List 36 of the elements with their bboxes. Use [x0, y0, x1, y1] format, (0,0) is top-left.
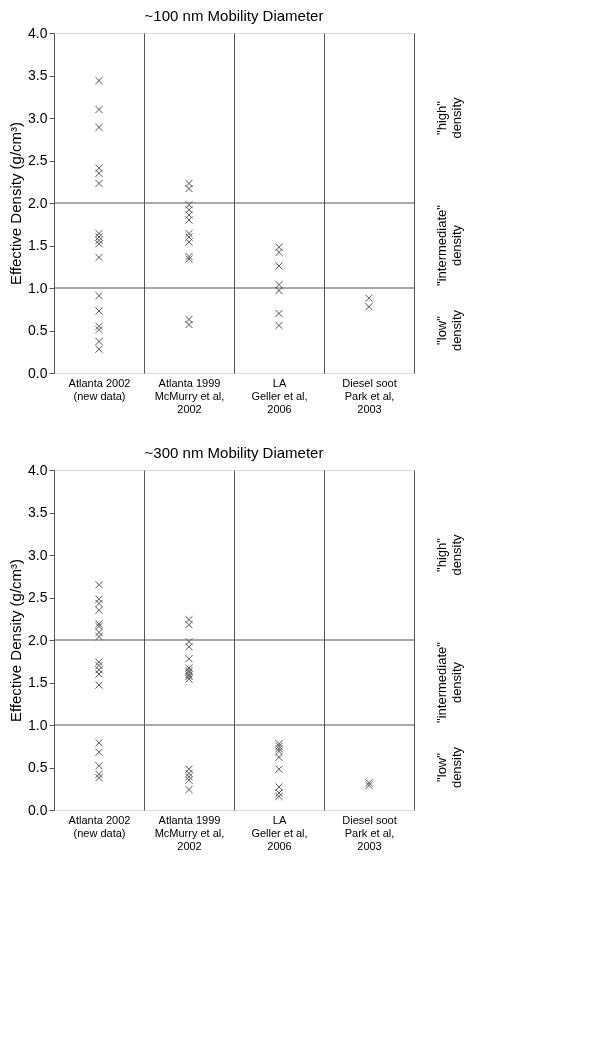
y-tick-label: 2.5 [28, 152, 48, 168]
text: "low" density [434, 746, 464, 789]
x-tick-label: LA Geller et al, 2006 [251, 813, 308, 852]
text: "intermediate" density [434, 641, 464, 723]
text: "low" density [434, 309, 464, 352]
y-tick-label: 3.5 [28, 67, 48, 83]
x-tick-label: Atlanta 1999 McMurry et al, 2002 [154, 376, 225, 415]
y-tick-label: 1.0 [28, 716, 48, 733]
text: "high" density [434, 533, 464, 576]
y-tick-label: 2.0 [28, 194, 48, 211]
y-tick-label: 3.0 [28, 546, 48, 563]
text: "intermediate" density [434, 204, 464, 286]
x-tick-label: Diesel soot Park et al, 2003 [342, 376, 397, 415]
y-tick-label: 1.5 [28, 674, 48, 690]
y-axis-title: Effective Density (g/cm³) [7, 558, 25, 723]
x-tick-label: Atlanta 2002 (new data) [68, 376, 131, 402]
y-tick-label: 0.5 [28, 322, 48, 338]
y-axis-title: Effective Density (g/cm³) [7, 121, 25, 286]
x-tick-label: Atlanta 2002 (new data) [68, 813, 131, 839]
y-tick-label: 1.0 [28, 279, 48, 296]
text: "high" density [434, 96, 464, 139]
y-tick-label: 2.5 [28, 589, 48, 605]
x-tick-label: LA Geller et al, 2006 [251, 376, 308, 415]
y-tick-label: 3.0 [28, 109, 48, 126]
x-tick-label: Diesel soot Park et al, 2003 [342, 813, 397, 852]
y-tick-label: 0.0 [28, 801, 48, 818]
y-tick-label: 4.0 [28, 24, 48, 41]
x-tick-label: Atlanta 1999 McMurry et al, 2002 [154, 813, 225, 852]
y-tick-label: 3.5 [28, 504, 48, 520]
y-tick-label: 4.0 [28, 461, 48, 478]
y-tick-label: 0.0 [28, 364, 48, 381]
chart-title: ~300 nm Mobility Diameter [144, 444, 324, 461]
y-tick-label: 2.0 [28, 631, 48, 648]
y-tick-label: 1.5 [28, 237, 48, 253]
chart-title: ~100 nm Mobility Diameter [144, 7, 324, 24]
y-tick-label: 0.5 [28, 759, 48, 775]
